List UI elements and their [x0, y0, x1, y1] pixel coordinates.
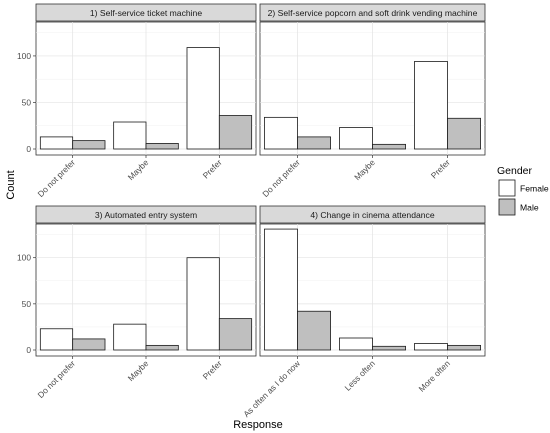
legend-items: Female Male: [498, 179, 549, 216]
panel-title: 4) Change in cinema attendance: [310, 210, 434, 220]
bar-male: [447, 117, 481, 150]
bar-male: [72, 338, 106, 351]
x-tick-label: Less often: [343, 358, 378, 393]
y-axis-title: Count: [5, 170, 17, 199]
x-tick-label: Do not prefer: [35, 358, 77, 400]
y-tick-label: 0: [26, 345, 31, 355]
legend-title: Gender: [497, 165, 533, 177]
x-tick-label: Prefer: [429, 157, 452, 180]
bar-female: [339, 337, 373, 351]
panel-3: 3) Automated entry system 0 50 100 Do not pr…: [17, 205, 257, 400]
bar-male: [72, 140, 106, 150]
panel-strip: [259, 205, 486, 224]
y-tick-label: 50: [22, 97, 32, 107]
x-axis-title: Response: [233, 419, 283, 431]
panels-layer: 1) Self-service ticket machine 0 50 100 Do n…: [17, 3, 486, 419]
x-tick-label: Maybe: [352, 157, 377, 182]
x-tick-label: Prefer: [201, 358, 224, 381]
bar-male: [372, 143, 406, 150]
bar-male: [297, 310, 331, 351]
legend: Gender Female Male: [497, 165, 549, 216]
bar-female: [264, 228, 298, 351]
bar-female: [186, 47, 220, 150]
legend-key-male: [498, 198, 516, 216]
bar-female: [113, 323, 147, 351]
y-tick-label: 0: [26, 144, 31, 154]
y-tick-label: 100: [17, 51, 31, 61]
bar-female: [39, 136, 74, 150]
panel-1: 1) Self-service ticket machine 0 50 100 Do n…: [17, 3, 257, 199]
panel-title: 3) Automated entry system: [95, 210, 197, 220]
bar-female: [39, 328, 74, 351]
panel-strip: [35, 205, 257, 224]
panel-title: 2) Self-service popcorn and soft drink v…: [268, 8, 478, 18]
panel-title: 1) Self-service ticket machine: [90, 8, 202, 18]
bar-female: [414, 343, 448, 351]
panel-2: 2) Self-service popcorn and soft drink v…: [259, 3, 486, 199]
bar-female: [264, 116, 298, 150]
bar-female: [186, 257, 220, 351]
panel-strip: [259, 3, 486, 22]
y-tick-label: 100: [17, 253, 31, 263]
panel-strip: [35, 3, 257, 22]
x-tick-label: More often: [417, 358, 453, 394]
bar-male: [145, 143, 179, 150]
x-tick-label: As often as I do now: [241, 358, 302, 419]
x-tick-label: Prefer: [201, 157, 224, 180]
y-tick-label: 50: [22, 299, 32, 309]
x-tick-label: Do not prefer: [260, 157, 302, 199]
bar-female: [113, 121, 147, 150]
bar-male: [218, 318, 253, 351]
bar-male: [218, 115, 253, 150]
x-tick-label: Do not prefer: [35, 157, 77, 199]
bar-male: [372, 345, 406, 351]
panel-4: 4) Change in cinema attendance As often a…: [241, 205, 486, 419]
legend-label-female: Female: [520, 184, 549, 194]
x-tick-label: Maybe: [126, 358, 151, 383]
x-tick-label: Maybe: [126, 157, 151, 182]
legend-key-female: [498, 179, 516, 197]
bar-male: [297, 136, 331, 150]
bar-male: [447, 344, 481, 351]
legend-label-male: Male: [520, 203, 539, 213]
bar-female: [339, 127, 373, 150]
bar-female: [414, 61, 448, 150]
bar-male: [145, 344, 179, 351]
